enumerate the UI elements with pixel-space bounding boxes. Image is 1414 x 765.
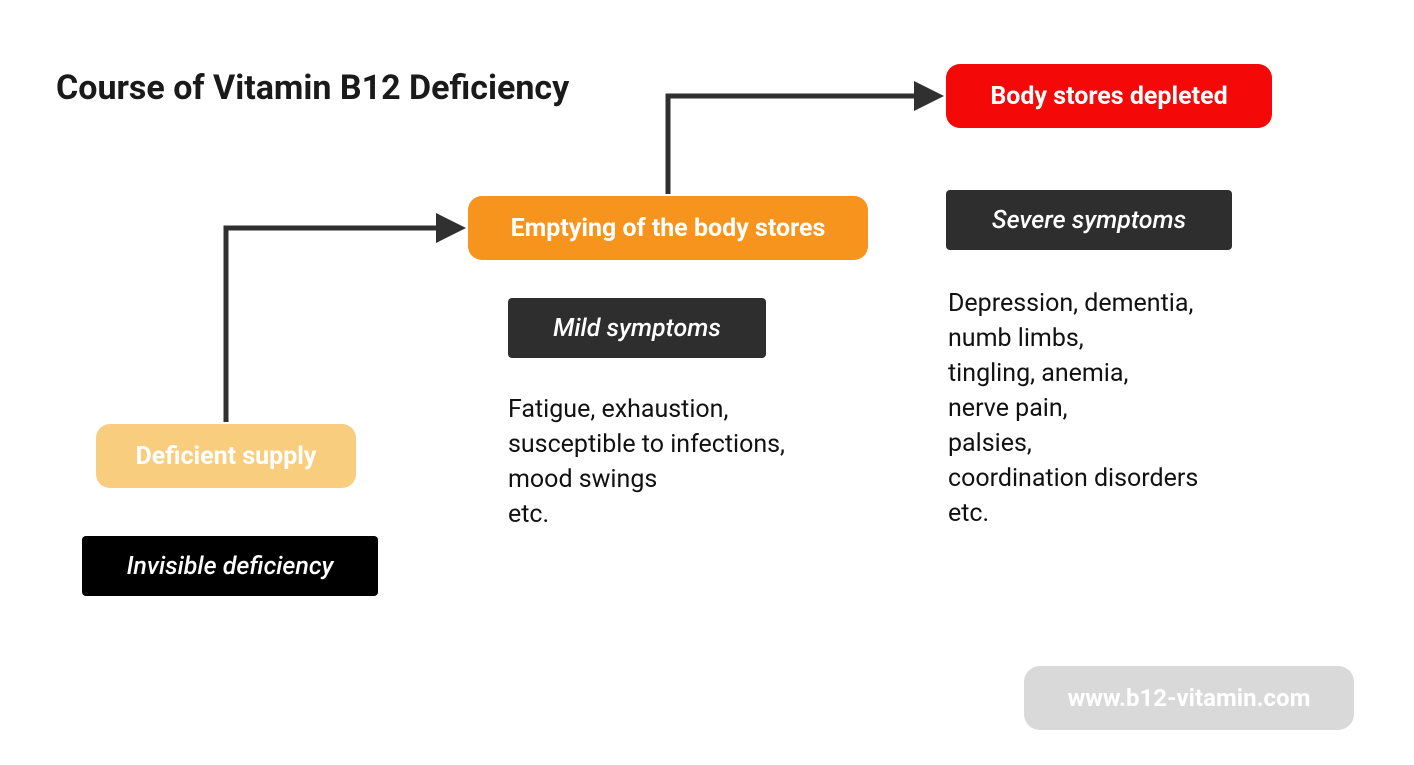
watermark: www.b12-vitamin.com bbox=[1024, 666, 1354, 730]
node-deficient-supply: Deficient supply bbox=[96, 424, 356, 488]
text-mild-list: Fatigue, exhaustion, susceptible to infe… bbox=[508, 392, 785, 532]
label-mild-symptoms: Mild symptoms bbox=[508, 298, 766, 358]
diagram-title: Course of Vitamin B12 Deficiency bbox=[56, 68, 569, 108]
node-depleted: Body stores depleted bbox=[946, 64, 1272, 128]
node-emptying: Emptying of the body stores bbox=[468, 196, 868, 260]
text-severe-list: Depression, dementia, numb limbs, tingli… bbox=[948, 286, 1198, 531]
label-invisible-deficiency: Invisible deficiency bbox=[82, 536, 378, 596]
label-severe-symptoms: Severe symptoms bbox=[946, 190, 1232, 250]
